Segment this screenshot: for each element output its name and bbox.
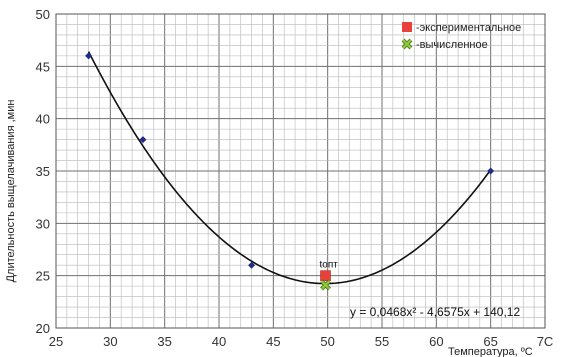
- legend-marker-experimental: [402, 22, 412, 32]
- x-axis-ticks: 25 30 35 40 45 50 55 60 65 7С: [49, 334, 554, 349]
- x-tick-label: 60: [429, 334, 443, 349]
- legend: -экспериментальное -вычисленное: [401, 22, 521, 51]
- y-tick-label: 40: [36, 112, 50, 127]
- data-points: [85, 52, 495, 291]
- x-tick-label: 35: [157, 334, 171, 349]
- x-mark-stroke: [402, 39, 412, 49]
- x-tick-label: 25: [49, 334, 63, 349]
- x-mark-stroke: [320, 280, 331, 290]
- x-tick-label: 40: [212, 334, 226, 349]
- y-tick-label: 30: [36, 216, 50, 231]
- x-tick-label: 30: [103, 334, 117, 349]
- calculated-point: [320, 279, 331, 291]
- y-tick-label: 25: [36, 269, 50, 284]
- experimental-point: [320, 270, 331, 281]
- y-axis-ticks: 20 25 30 35 40 45 50: [36, 7, 50, 336]
- x-tick-label: 55: [375, 334, 389, 349]
- trend-curve: [87, 51, 492, 285]
- optimum-label: tопт: [319, 260, 338, 271]
- data-point: [248, 261, 256, 269]
- legend-label-calculated: -вычисленное: [416, 39, 488, 51]
- legend-label-experimental: -экспериментальное: [416, 22, 521, 34]
- x-tick-label: 7С: [537, 334, 554, 349]
- y-axis-title: Длительность выщелачивания ,мин: [5, 100, 17, 283]
- y-tick-label: 50: [36, 7, 50, 22]
- plot-area-frame: [55, 13, 546, 329]
- x-tick-label: 65: [483, 334, 497, 349]
- x-tick-label: 45: [266, 334, 280, 349]
- legend-x-mark: [401, 38, 413, 50]
- data-point: [139, 136, 147, 144]
- y-tick-label: 20: [36, 321, 50, 336]
- legend-marker-calculated: [401, 38, 413, 50]
- data-point: [487, 167, 495, 175]
- regression-equation: y = 0,0468x² - 4,6575x + 140,12: [350, 305, 520, 319]
- data-point: [85, 52, 93, 60]
- y-tick-label: 35: [36, 164, 50, 179]
- y-tick-label: 45: [36, 59, 50, 74]
- x-axis-title: Температура, ºС: [448, 346, 533, 357]
- x-tick-label: 50: [320, 334, 334, 349]
